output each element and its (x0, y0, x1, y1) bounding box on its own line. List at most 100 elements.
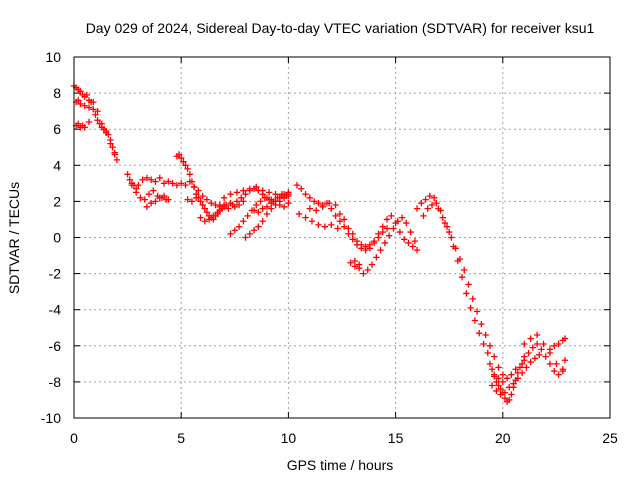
data-point (493, 378, 500, 386)
data-point (178, 180, 185, 187)
data-point (521, 353, 528, 360)
data-point (336, 210, 344, 218)
y-tick-label: 0 (53, 230, 61, 246)
data-point (495, 364, 502, 371)
data-point (156, 194, 163, 201)
data-point (199, 201, 206, 209)
data-point (255, 223, 262, 230)
data-point (521, 340, 528, 348)
data-point (156, 174, 163, 182)
data-point (328, 221, 335, 229)
data-point (235, 201, 243, 209)
data-point (132, 189, 140, 196)
x-tick-label: 25 (602, 430, 618, 446)
data-point (280, 203, 288, 211)
x-axis-label: GPS time / hours (287, 457, 394, 473)
data-point (448, 234, 455, 241)
y-tick-label: 8 (53, 85, 61, 101)
data-point (141, 196, 148, 203)
data-point (201, 218, 208, 225)
data-point (495, 382, 502, 389)
data-point (278, 192, 286, 200)
data-point (501, 389, 509, 396)
data-point (190, 183, 198, 191)
data-point (546, 360, 554, 368)
data-point (240, 218, 247, 225)
data-point (478, 320, 485, 328)
y-tick-label: -2 (49, 266, 62, 282)
data-point (152, 178, 159, 185)
data-point (424, 205, 431, 212)
data-point (263, 203, 271, 211)
data-point (220, 194, 228, 201)
x-tick-label: 0 (70, 430, 78, 446)
data-point (169, 180, 176, 187)
data-point (377, 246, 384, 254)
data-point (124, 171, 131, 178)
data-point (315, 221, 322, 229)
y-tick-label: -4 (49, 302, 62, 318)
data-point (246, 230, 254, 238)
data-point (227, 190, 234, 198)
data-point (160, 192, 168, 200)
data-point (244, 212, 251, 220)
data-point (85, 118, 93, 126)
data-point (313, 207, 320, 214)
axis-ticks (73, 56, 611, 419)
data-point (92, 111, 99, 118)
data-point (272, 198, 279, 205)
data-point (366, 245, 374, 252)
x-tick-label: 10 (281, 430, 297, 446)
data-point (491, 371, 498, 378)
data-point (175, 151, 183, 158)
data-point (240, 187, 247, 194)
data-point (420, 212, 427, 220)
data-point (135, 181, 142, 189)
data-point (381, 239, 389, 247)
y-tick-label: -8 (49, 374, 62, 390)
data-point (508, 371, 515, 378)
data-point (182, 181, 189, 189)
data-point (441, 219, 449, 227)
data-point (126, 176, 133, 183)
data-point (184, 196, 191, 203)
data-point (510, 380, 517, 387)
data-point (272, 190, 279, 198)
data-point (461, 266, 468, 274)
data-point (379, 228, 386, 236)
data-point (259, 187, 266, 194)
data-point (81, 102, 88, 109)
data-point (173, 181, 181, 189)
data-point (199, 192, 206, 200)
data-point (351, 263, 359, 270)
data-point (531, 355, 539, 362)
data-point (214, 209, 221, 216)
data-point (147, 200, 155, 207)
data-point (238, 194, 245, 201)
data-point (334, 225, 341, 232)
data-point (268, 200, 275, 207)
data-point (512, 366, 519, 373)
data-point (347, 259, 354, 266)
data-point (203, 209, 211, 216)
data-point (497, 391, 504, 398)
data-point (518, 369, 526, 377)
data-point (559, 367, 567, 375)
data-point (439, 214, 446, 221)
data-point (259, 218, 266, 225)
data-point (263, 210, 271, 218)
data-point (463, 290, 470, 297)
data-point (75, 97, 82, 104)
data-point (186, 171, 193, 178)
data-point (152, 198, 159, 205)
data-point (400, 236, 408, 243)
data-point (285, 200, 292, 207)
data-point (501, 394, 509, 402)
data-point (75, 120, 82, 127)
data-point (364, 266, 371, 274)
data-point (319, 203, 326, 211)
data-point (536, 351, 543, 359)
data-point (409, 243, 416, 250)
data-point (360, 270, 367, 277)
